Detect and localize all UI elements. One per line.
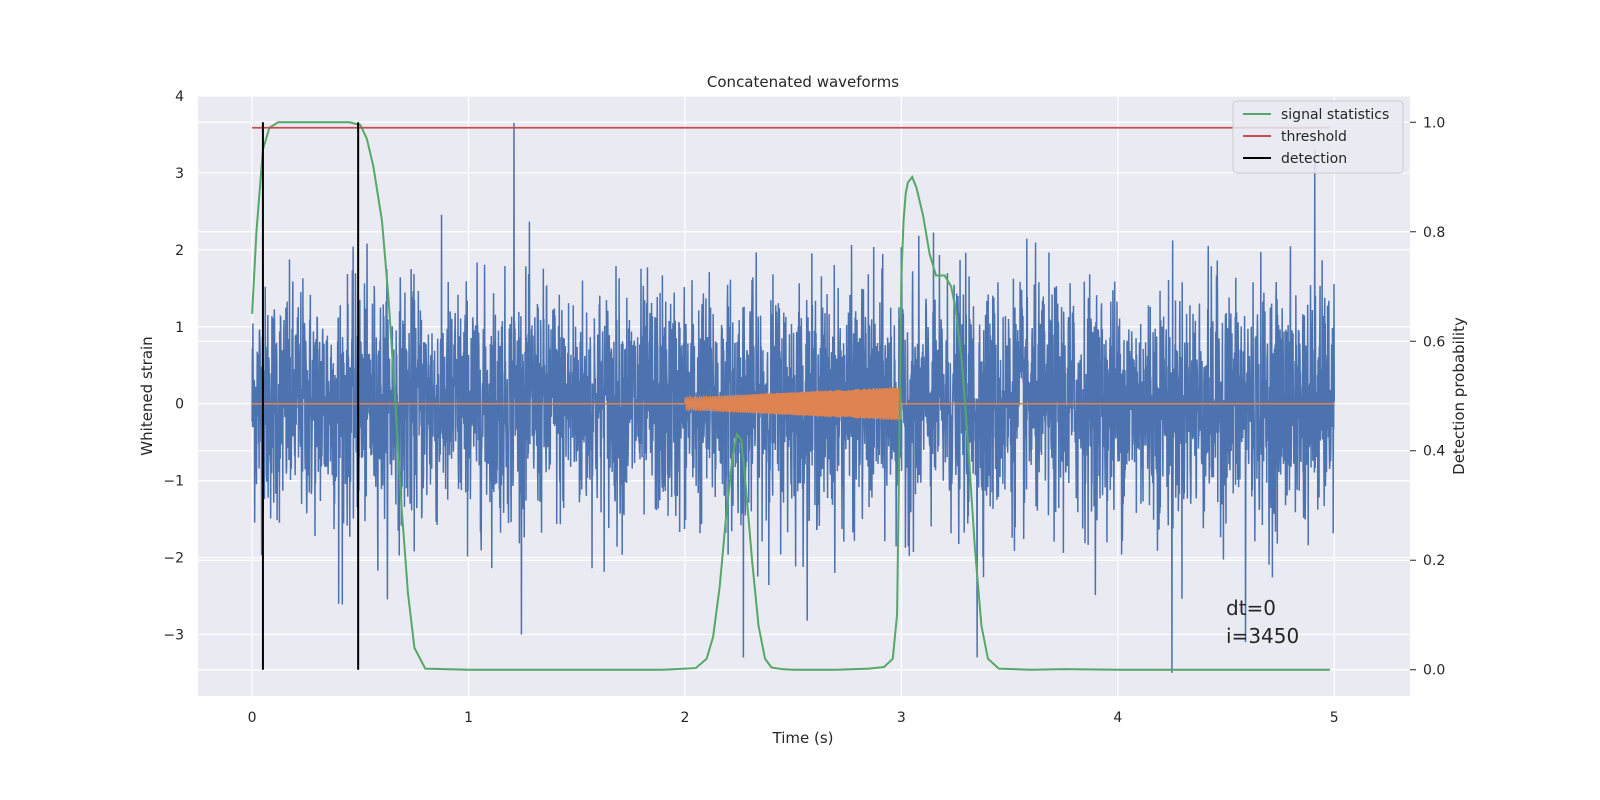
series-injected-chirp xyxy=(252,386,1335,421)
y-tick-label-1: −2 xyxy=(163,551,184,567)
x-tick-label-0: 0 xyxy=(248,710,257,726)
y-tick-label-2: −1 xyxy=(163,474,184,490)
y-axis-label: Whitened strain xyxy=(138,336,156,455)
x-tick-label-4: 4 xyxy=(1113,710,1122,726)
y-tick-label-6: 3 xyxy=(175,166,184,182)
y-tick-label-3: 0 xyxy=(175,397,184,413)
y-tick-label-5: 2 xyxy=(175,243,184,259)
y2-axis-label: Detection probability xyxy=(1450,317,1468,475)
x-tick-label-1: 1 xyxy=(464,710,473,726)
y2-tick-label-3: 0.6 xyxy=(1423,334,1445,350)
chart-title: Concatenated waveforms xyxy=(707,73,899,91)
legend-entry-signal-statistics: signal statistics xyxy=(1281,107,1389,123)
series-signal-statistics xyxy=(251,121,1330,671)
x-axis-ticks: 0 1 2 3 4 5 xyxy=(248,710,1339,726)
y-tick-label-4: 1 xyxy=(175,320,184,336)
y2-tick-label-1: 0.2 xyxy=(1423,553,1445,569)
y-axis-ticks: −3 −2 −1 0 1 2 3 4 xyxy=(163,89,184,643)
y2-tick-label-4: 0.8 xyxy=(1423,225,1445,241)
y2-tick-label-2: 0.4 xyxy=(1423,444,1445,460)
x-tick-label-5: 5 xyxy=(1330,710,1339,726)
annotation-dt: dt=0 xyxy=(1226,596,1276,620)
legend-box xyxy=(1232,100,1404,174)
legend-entry-threshold: threshold xyxy=(1281,129,1347,145)
y2-tick-label-0: 0.0 xyxy=(1423,663,1445,679)
y-tick-label-0: −3 xyxy=(163,627,184,643)
x-tick-label-3: 3 xyxy=(897,710,906,726)
y-tick-label-7: 4 xyxy=(175,89,184,105)
annotation-index: i=3450 xyxy=(1226,624,1299,648)
legend: signal statistics threshold detection xyxy=(1232,100,1404,174)
y2-axis-ticks: 0.0 0.2 0.4 0.6 0.8 1.0 xyxy=(1410,115,1445,679)
data-layer xyxy=(251,121,1335,673)
x-axis-label: Time (s) xyxy=(772,729,834,747)
legend-entry-detection: detection xyxy=(1281,151,1347,167)
y2-tick-label-5: 1.0 xyxy=(1423,115,1445,131)
x-tick-label-2: 2 xyxy=(681,710,690,726)
